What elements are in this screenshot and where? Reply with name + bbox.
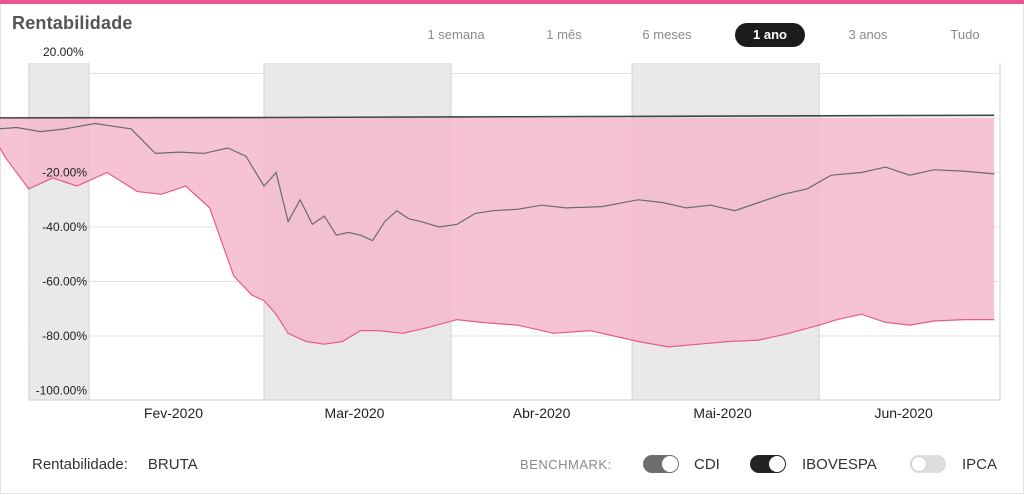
range-1-mes-button[interactable]: 1 mês xyxy=(546,27,582,42)
fund-line xyxy=(0,146,995,348)
range-3-anos-button[interactable]: 3 anos xyxy=(848,27,888,42)
page-title: Rentabilidade xyxy=(12,13,133,33)
range-selector: 1 semana 1 mês 6 meses 1 ano 3 anos Tudo xyxy=(0,23,1024,47)
x-tick-label: Fev-2020 xyxy=(144,405,203,421)
y-tick-label: -20.00% xyxy=(42,166,87,180)
x-tick-label: Mar-2020 xyxy=(325,405,385,421)
y-tick-label: 20.00% xyxy=(43,45,84,59)
rentabilidade-type-label: Rentabilidade: xyxy=(32,456,128,473)
y-tick-label: -100.00% xyxy=(36,384,88,398)
rentabilidade-chart: 20.00% -20.00% -40.00% -60.00% -80.00% -100.0… xyxy=(0,45,1001,421)
toggle-knob xyxy=(662,456,678,472)
cdi-line xyxy=(0,114,995,119)
ipca-benchmark-label: IPCA xyxy=(962,456,998,473)
cdi-toggle[interactable] xyxy=(643,455,679,473)
x-tick-label: Abr-2020 xyxy=(513,405,571,421)
range-1-ano-button[interactable]: 1 ano xyxy=(735,23,805,47)
x-tick-label: Mai-2020 xyxy=(693,405,752,421)
toggle-knob xyxy=(911,456,927,472)
fund-area xyxy=(0,118,995,347)
ipca-toggle[interactable] xyxy=(910,455,946,473)
range-1-semana-button[interactable]: 1 semana xyxy=(427,27,485,42)
benchmark-label: BENCHMARK: xyxy=(520,457,612,472)
accent-top-bar xyxy=(0,0,1024,4)
y-tick-label: -40.00% xyxy=(42,220,87,234)
cdi-benchmark-label: CDI xyxy=(694,456,720,473)
x-tick-label: Jun-2020 xyxy=(874,405,933,421)
ibovespa-toggle[interactable] xyxy=(750,455,786,473)
ibovespa-line xyxy=(0,122,995,242)
ibovespa-benchmark-label: IBOVESPA xyxy=(802,456,877,473)
rentabilidade-type: Rentabilidade: BRUTA xyxy=(32,456,198,473)
y-tick-label: -60.00% xyxy=(42,275,87,289)
toggle-knob xyxy=(769,456,785,472)
rentabilidade-type-value: BRUTA xyxy=(147,456,198,473)
range-tudo-button[interactable]: Tudo xyxy=(950,27,980,42)
y-tick-label: -80.00% xyxy=(42,329,87,343)
range-6-meses-button[interactable]: 6 meses xyxy=(642,27,692,42)
